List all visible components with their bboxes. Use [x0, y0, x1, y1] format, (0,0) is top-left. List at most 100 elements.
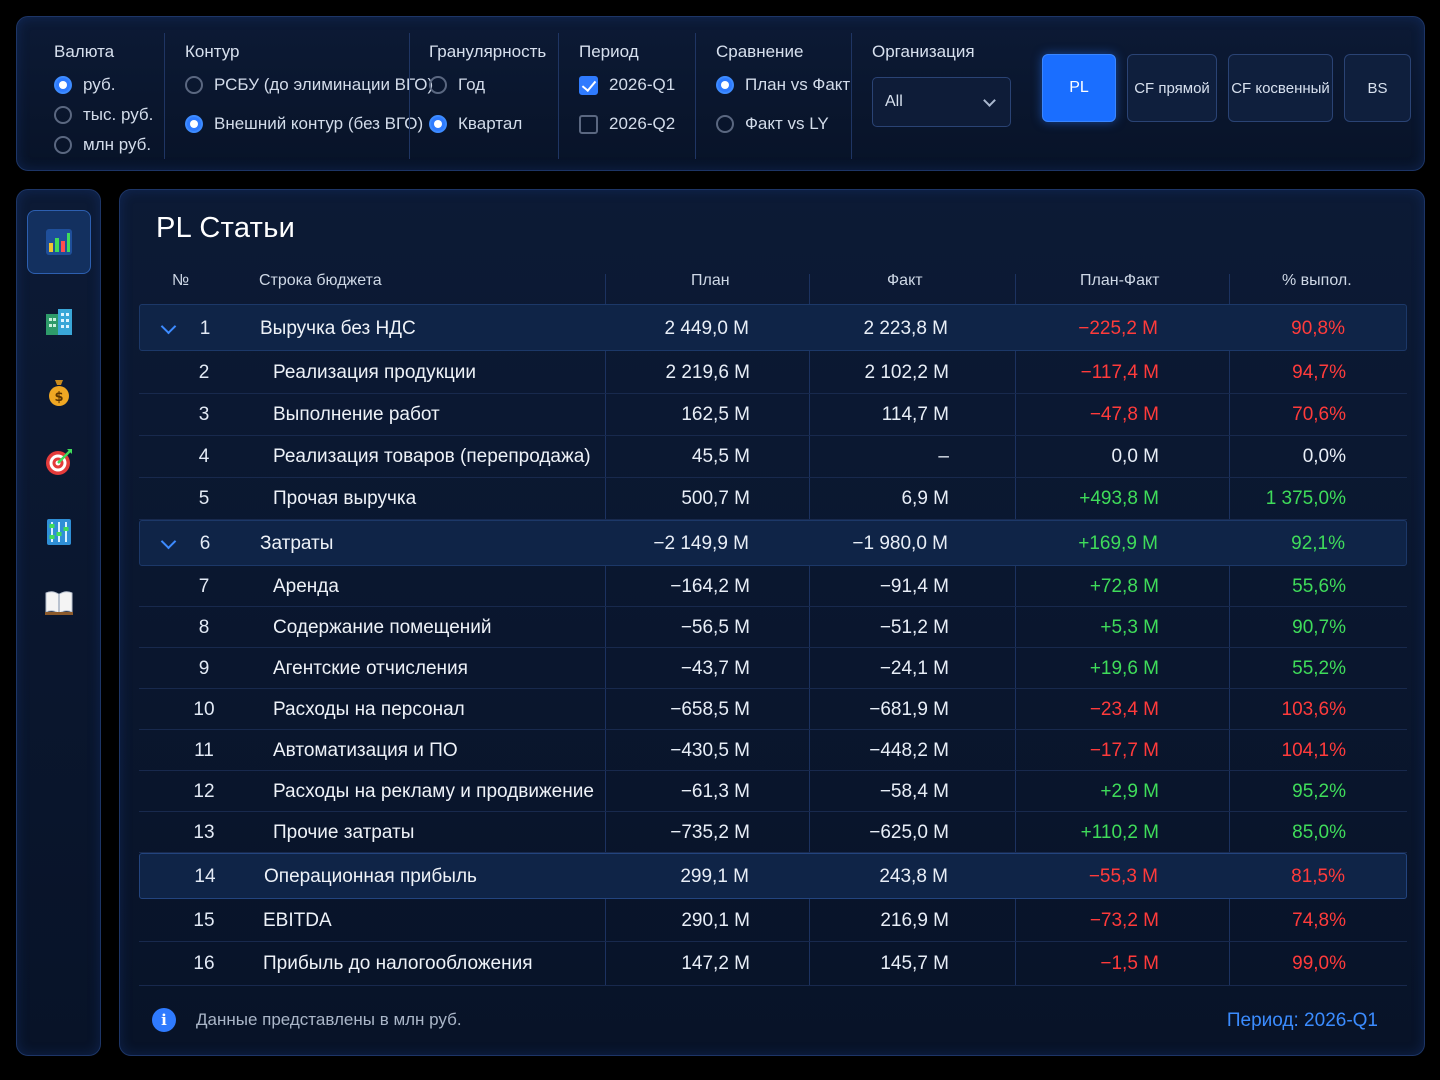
contour-option-external[interactable]: Внешний контур (без ВГО) [185, 114, 423, 134]
table-group-row[interactable]: 6 Затраты −2 149,9 M −1 980,0 M +169,9 M 92,1… [139, 520, 1407, 566]
comparison-option-fact-vs-ly[interactable]: Факт vs LY [716, 114, 829, 134]
granularity-option-quarter[interactable]: Квартал [429, 114, 522, 134]
option-label: руб. [83, 75, 116, 94]
chevron-down-icon[interactable] [160, 321, 176, 337]
comparison-option-plan-vs-fact[interactable]: План vs Факт [716, 75, 850, 95]
option-label: 2026-Q1 [609, 75, 676, 94]
plan-fact-diff: −47,8 M [1089, 404, 1159, 425]
sidebar-item-organizations[interactable] [27, 290, 91, 354]
plan-fact-diff: −1,5 M [1100, 953, 1159, 974]
column-header-plan: План [691, 272, 730, 289]
option-label: РСБУ (до элиминации ВГО) [214, 75, 434, 94]
option-label: Квартал [458, 114, 523, 133]
option-label: Факт vs LY [745, 114, 829, 133]
fact-value: −1 980,0 M [852, 533, 948, 554]
table-row: 5 Прочая выручка 500,7 M 6,9 M +493,8 M 1 375… [139, 478, 1407, 520]
plan-value: 147,2 M [681, 953, 750, 974]
plan-value: 290,1 M [681, 910, 750, 931]
row-number: 15 [193, 910, 215, 931]
plan-value: 2 449,0 M [664, 318, 750, 339]
currency-option-rub[interactable]: руб. [54, 75, 115, 95]
sidebar-item-dashboard[interactable] [27, 210, 91, 274]
report-button-cf-indirect[interactable]: CF косвенный [1228, 54, 1333, 122]
fact-value: 2 102,2 M [864, 362, 950, 383]
chevron-down-icon[interactable] [160, 536, 176, 552]
table-row: 8 Содержание помещений −56,5 M −51,2 M +5,3 … [139, 607, 1407, 648]
column-divider [809, 274, 810, 986]
plan-value: −430,5 M [670, 740, 750, 761]
row-name: Реализация продукции [273, 362, 477, 383]
bar-chart-icon [46, 229, 72, 255]
sidebar-item-targets[interactable] [27, 430, 91, 494]
table-row: 2 Реализация продукции 2 219,6 M 2 102,2 M −… [139, 352, 1407, 394]
sidebar: $ [16, 189, 101, 1056]
plan-value: −61,3 M [680, 781, 750, 802]
completion-percent: 81,5% [1291, 866, 1345, 887]
granularity-option-year[interactable]: Год [429, 75, 485, 95]
row-name: Агентские отчисления [273, 658, 468, 679]
column-header-diff: План-Факт [1080, 272, 1160, 289]
row-name: Операционная прибыль [264, 866, 477, 887]
row-name: Аренда [273, 576, 339, 597]
info-icon: i [152, 1008, 176, 1032]
column-header-name: Строка бюджета [259, 272, 382, 289]
chevron-down-icon [983, 94, 996, 107]
option-label: тыс. руб. [83, 105, 154, 124]
row-number: 5 [198, 488, 210, 509]
divider [851, 33, 852, 159]
option-label: План vs Факт [745, 75, 851, 94]
currency-option-million-rub[interactable]: млн руб. [54, 135, 151, 155]
completion-percent: 70,6% [1292, 404, 1346, 425]
sidebar-item-reference[interactable] [27, 570, 91, 634]
footer-note-text: Данные представлены в млн руб. [196, 1010, 462, 1029]
radio-selected-icon [54, 76, 72, 94]
completion-percent: 99,0% [1292, 953, 1346, 974]
svg-text:$: $ [54, 390, 63, 405]
fact-value: −51,2 M [879, 617, 949, 638]
table-group-row[interactable]: 1 Выручка без НДС 2 449,0 M 2 223,8 M −225,2… [139, 304, 1407, 351]
radio-selected-icon [185, 115, 203, 133]
report-button-pl[interactable]: PL [1042, 54, 1116, 122]
row-number: 12 [193, 781, 215, 802]
table-row: 7 Аренда −164,2 M −91,4 M +72,8 M 55,6% [139, 566, 1407, 607]
fact-value: −24,1 M [879, 658, 949, 679]
radio-selected-icon [716, 76, 734, 94]
completion-percent: 92,1% [1291, 533, 1345, 554]
report-button-cf-direct[interactable]: CF прямой [1127, 54, 1217, 122]
plan-fact-diff: 0,0 M [1111, 446, 1159, 467]
row-number: 3 [198, 404, 210, 425]
row-number: 16 [193, 953, 215, 974]
organization-select[interactable]: All [872, 77, 1011, 127]
currency-option-thousand-rub[interactable]: тыс. руб. [54, 105, 153, 125]
checkbox-checked-icon [579, 75, 598, 95]
plan-value: −658,5 M [670, 699, 750, 720]
row-number: 9 [198, 658, 210, 679]
fact-value: – [938, 446, 949, 467]
currency-filter-title: Валюта [54, 42, 115, 61]
period-option-2026-q2[interactable]: 2026-Q2 [579, 114, 675, 134]
plan-value: 45,5 M [691, 446, 750, 467]
table-row: 12 Расходы на рекламу и продвижение −61,3 … [139, 771, 1407, 812]
row-name: Реализация товаров (перепродажа) [273, 446, 591, 467]
comparison-filter-title: Сравнение [716, 42, 804, 61]
radio-icon [54, 106, 72, 124]
radio-icon [54, 136, 72, 154]
plan-fact-diff: −23,4 M [1089, 699, 1159, 720]
table-row: 9 Агентские отчисления −43,7 M −24,1 M +19,6… [139, 648, 1407, 689]
sidebar-item-calculations[interactable] [27, 500, 91, 564]
completion-percent: 104,1% [1281, 740, 1346, 761]
row-name: EBITDA [263, 910, 332, 931]
column-header-num: № [172, 272, 190, 289]
completion-percent: 94,7% [1292, 362, 1346, 383]
completion-percent: 0,0% [1302, 446, 1346, 467]
period-option-2026-q1[interactable]: 2026-Q1 [579, 75, 675, 95]
report-button-bs[interactable]: BS [1344, 54, 1411, 122]
plan-value: −2 149,9 M [653, 533, 749, 554]
table-row: 15 EBITDA 290,1 M 216,9 M −73,2 M 74,8% [139, 899, 1407, 942]
sidebar-item-finance[interactable]: $ [27, 360, 91, 424]
column-divider [605, 274, 606, 986]
radio-icon [429, 76, 447, 94]
fact-value: −58,4 M [879, 781, 949, 802]
column-header-pct: % выпол. [1282, 272, 1352, 289]
contour-option-rsbu[interactable]: РСБУ (до элиминации ВГО) [185, 75, 433, 95]
